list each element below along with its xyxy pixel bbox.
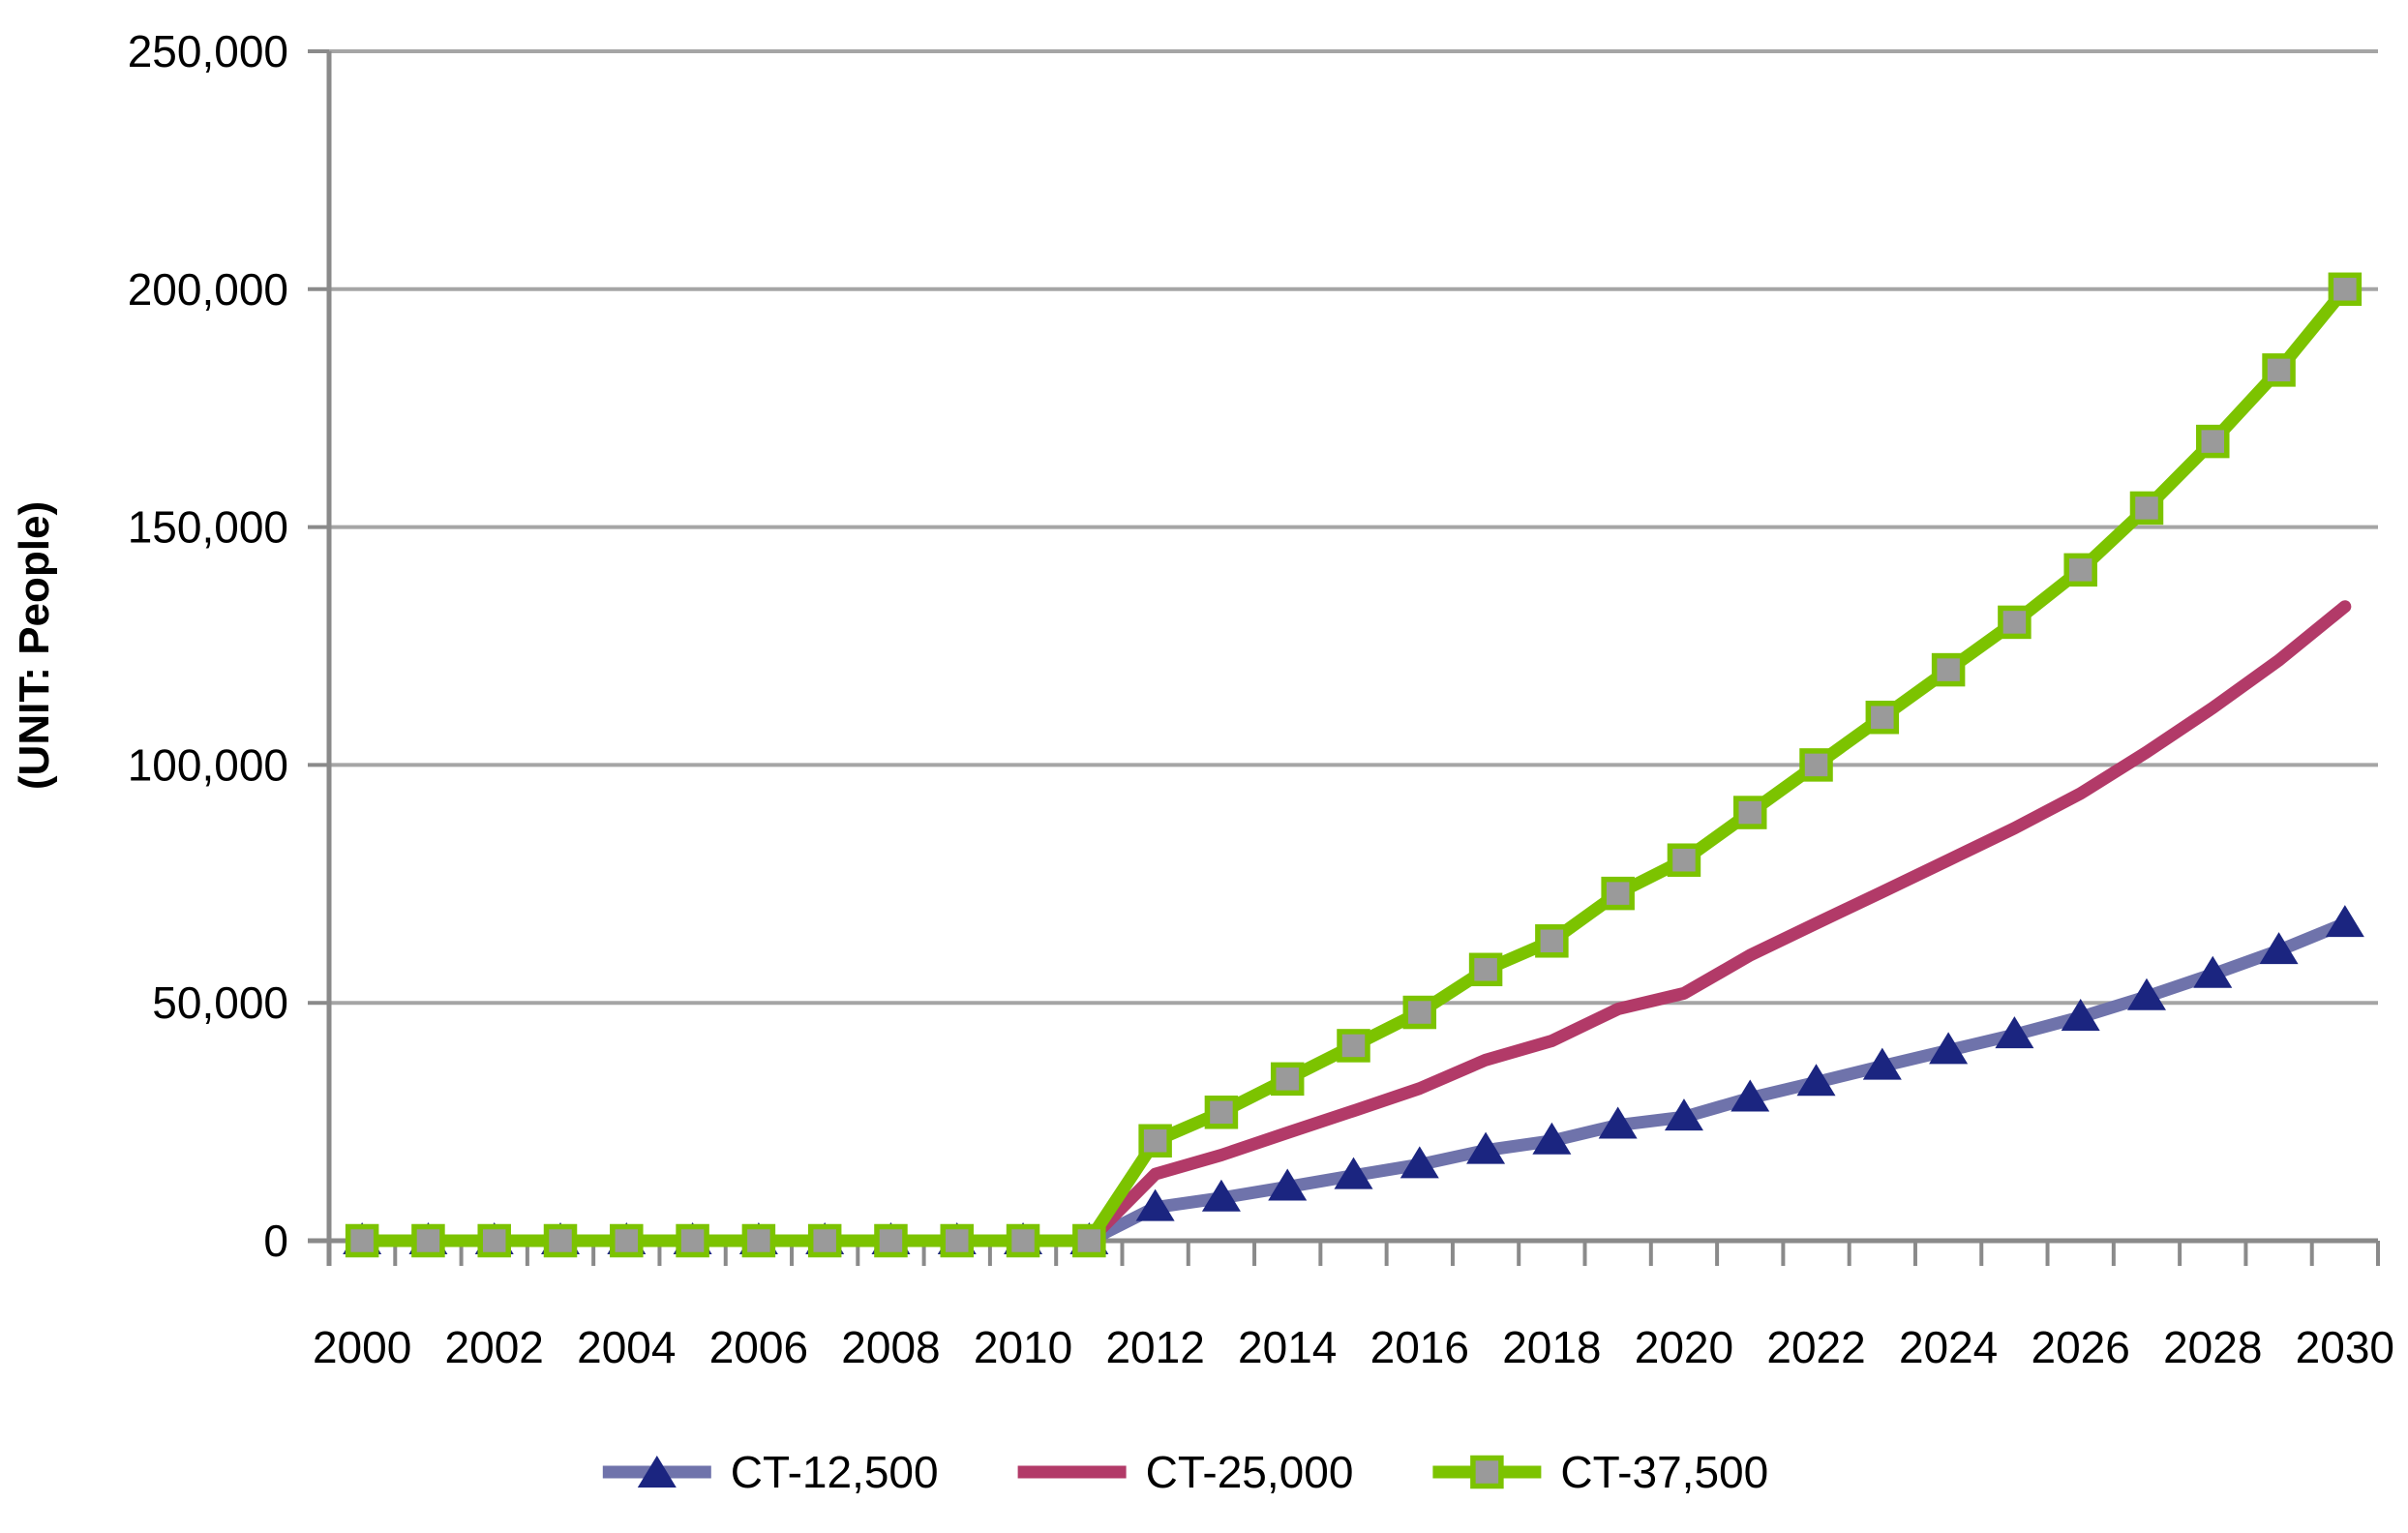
triangle-marker [1201, 1179, 1241, 1212]
triangle-marker [1532, 1122, 1572, 1155]
x-tick-label: 2004 [577, 1322, 676, 1372]
square-marker [1006, 1223, 1040, 1258]
square-marker [411, 1223, 445, 1258]
x-tick-label: 2024 [1899, 1322, 1998, 1372]
square-marker [807, 1223, 842, 1258]
square-marker [1337, 1029, 1370, 1063]
x-tick-label: 2016 [1370, 1322, 1469, 1372]
triangle-marker [1135, 1188, 1175, 1221]
triangle-marker [1929, 1032, 1969, 1065]
square-marker [2196, 424, 2230, 459]
square-marker [1468, 952, 1503, 987]
triangle-marker [1334, 1157, 1373, 1189]
triangle-marker [1796, 1064, 1836, 1097]
y-tick-label: 200,000 [128, 264, 288, 315]
square-marker [2063, 553, 2097, 587]
y-tick-label: 250,000 [128, 26, 288, 76]
legend-item-ct-37-500: CT-37,500 [1432, 1447, 1768, 1497]
x-tick-label: 2000 [313, 1322, 411, 1372]
y-tick-label: 0 [263, 1216, 288, 1266]
triangle-marker [1995, 1016, 2034, 1049]
x-tick-label: 2002 [445, 1322, 544, 1372]
triangle-marker [1862, 1047, 1902, 1080]
x-tick-label: 2026 [2032, 1322, 2130, 1372]
legend-label: CT-25,000 [1146, 1447, 1354, 1497]
series-ct-37-500 [345, 272, 2363, 1258]
x-tick-label: 2012 [1105, 1322, 1204, 1372]
legend: CT-12,500 CT-25,000 CT-37,500 [602, 1447, 1768, 1497]
triangle-marker [2259, 932, 2299, 965]
square-marker [1535, 924, 1569, 958]
triangle-marker [2061, 998, 2100, 1031]
square-marker [1998, 605, 2032, 640]
square-marker [676, 1223, 709, 1258]
square-marker [1667, 843, 1701, 877]
square-marker [874, 1223, 908, 1258]
x-tick-label: 2014 [1238, 1322, 1337, 1372]
square-marker [1270, 1062, 1305, 1097]
x-tick-label: 2030 [2296, 1322, 2394, 1372]
x-tick-label: 2018 [1502, 1322, 1601, 1372]
square-marker [1204, 1096, 1239, 1129]
triangle-marker [1268, 1168, 1308, 1201]
y-tick-label: 100,000 [128, 739, 288, 790]
x-axis-labels: 2000 2002 2004 2006 2008 2010 2012 2014 2016 2018… [313, 1322, 2394, 1372]
square-marker [1470, 1455, 1504, 1489]
triangle-marker [1731, 1079, 1770, 1112]
square-marker [2262, 353, 2296, 387]
square-marker [610, 1223, 644, 1258]
square-marker [1601, 876, 1635, 911]
square-marker [2328, 272, 2363, 307]
x-tick-label: 2008 [841, 1322, 940, 1372]
x-tick-label: 2028 [2163, 1322, 2262, 1372]
triangle-marker [1400, 1146, 1439, 1179]
square-marker [477, 1223, 511, 1258]
triangle-marker [1664, 1098, 1703, 1131]
square-marker [1072, 1223, 1106, 1258]
triangle-marker [637, 1456, 677, 1488]
gridlines [329, 49, 2378, 1006]
legend-label: CT-37,500 [1560, 1447, 1768, 1497]
triangle-marker [2193, 955, 2233, 988]
square-marker [345, 1223, 379, 1258]
square-marker [543, 1223, 578, 1258]
y-axis-title: (UNIT: People) [11, 501, 58, 790]
x-tick-label: 2010 [974, 1322, 1072, 1372]
y-tick-label: 150,000 [128, 502, 288, 553]
square-marker [1799, 748, 1833, 782]
legend-item-ct-12-500: CT-12,500 [602, 1447, 939, 1497]
y-axis-labels: 0 50,000 100,000 150,000 200,000 250,000 [128, 26, 288, 1266]
square-marker [1865, 700, 1900, 735]
triangle-marker [1598, 1106, 1638, 1139]
x-tick-label: 2006 [709, 1322, 808, 1372]
square-marker [1931, 652, 1966, 687]
square-marker [1138, 1124, 1172, 1158]
triangle-marker [2126, 977, 2166, 1010]
triangle-marker [2325, 905, 2364, 938]
legend-item-ct-25-000: CT-25,000 [1017, 1447, 1354, 1497]
triangle-marker [1466, 1131, 1506, 1164]
x-tick-label: 2020 [1635, 1322, 1733, 1372]
square-marker [741, 1223, 776, 1258]
y-tick-label: 50,000 [152, 977, 288, 1028]
square-marker [940, 1223, 975, 1258]
legend-label: CT-12,500 [731, 1447, 939, 1497]
square-marker [1732, 796, 1767, 829]
x-tick-label: 2022 [1766, 1322, 1865, 1372]
square-marker [1402, 995, 1437, 1030]
square-marker [2129, 491, 2164, 526]
